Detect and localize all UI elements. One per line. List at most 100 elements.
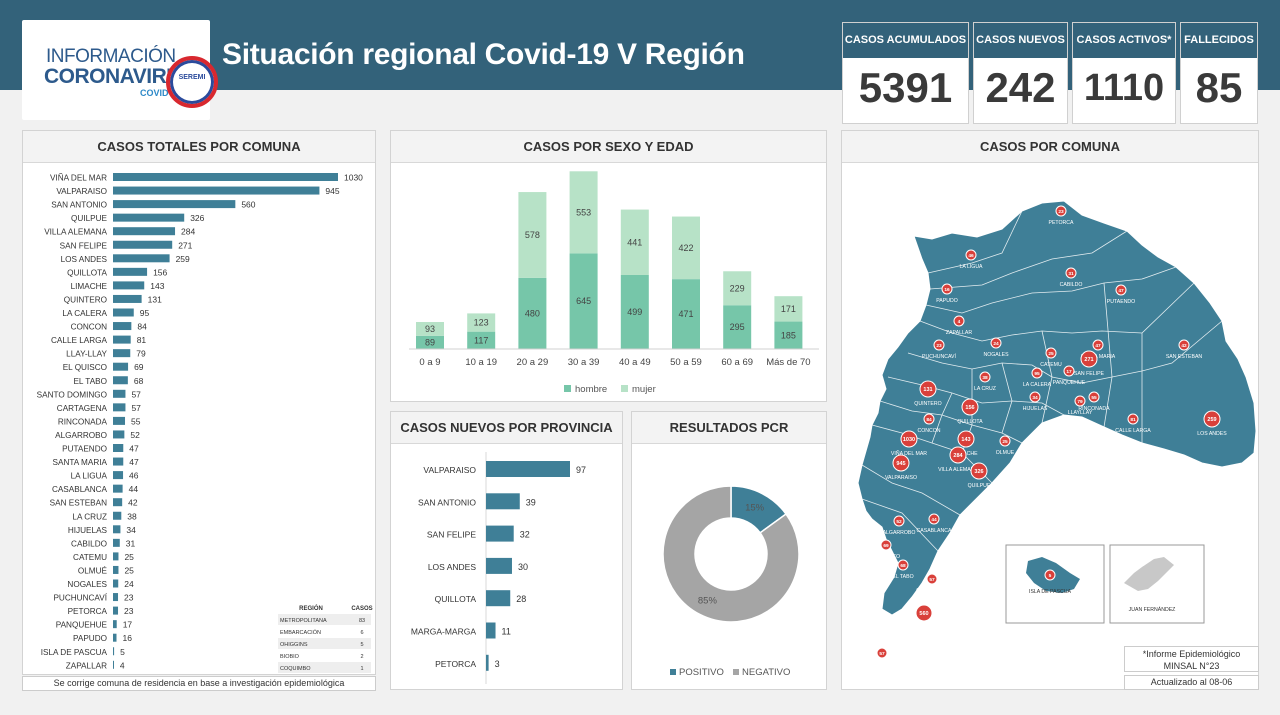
map-marker-value: 4 — [958, 319, 961, 325]
region-table-row-bg — [278, 638, 371, 649]
sexo-category-label: 30 a 39 — [568, 357, 600, 368]
map-comuna-label: CASABLANCA — [917, 528, 952, 534]
region-map: 23 PETORCA 46 LA LIGUA 31 CABILDO 16 PAPUDO 4 ZAP… — [857, 200, 1257, 668]
provincia-bar — [486, 525, 514, 542]
region-table-header: REGIÓN — [299, 604, 323, 612]
map-comuna-label: HIJUELAS — [1023, 406, 1048, 412]
comuna-category-label: SANTA MARIA — [53, 458, 108, 467]
map-comuna-label: ISLA DE PASCUA — [1029, 589, 1072, 595]
comuna-bar — [113, 240, 173, 249]
map-marker — [953, 315, 965, 327]
provincia-bar — [486, 557, 512, 574]
comuna-value-label: 84 — [137, 322, 147, 332]
map-comuna-label: VIÑA DEL MAR — [891, 450, 927, 457]
sexo-category-label: 60 a 69 — [721, 357, 753, 368]
provincia-bar-chart: VALPARAISO 97 SAN ANTONIO 39 SAN FELIPE 32 LOS… — [411, 452, 586, 684]
comuna-bar — [113, 593, 119, 602]
provincia-value-label: 3 — [495, 659, 500, 669]
map-marker — [1031, 367, 1043, 379]
map-marker — [957, 430, 975, 448]
map-marker — [900, 430, 918, 448]
juan-fernandez-inset — [1109, 544, 1205, 624]
map-comuna-label: LLAYLLAY — [1068, 410, 1093, 416]
comuna-value-label: 44 — [129, 484, 139, 494]
comuna-category-label: SAN ESTEBAN — [50, 499, 107, 508]
comuna-category-label: QUILPUE — [71, 214, 107, 223]
map-comuna-label: SANTO DOMINGO — [860, 662, 905, 668]
map-marker-value: 52 — [896, 519, 902, 525]
provincia-category-label: SAN ANTONIO — [418, 497, 476, 507]
map-marker — [1080, 350, 1098, 368]
sexo-category-label: 40 a 49 — [619, 357, 651, 368]
region-mainland-shape — [857, 200, 1257, 616]
comuna-category-label: LOS ANDES — [61, 255, 108, 264]
map-marker-value: 156 — [965, 405, 974, 411]
map-marker — [979, 371, 991, 383]
comuna-value-label: 25 — [124, 552, 134, 562]
sexo-bar-mujer — [620, 209, 649, 275]
comuna-category-label: CALLE LARGA — [51, 336, 108, 345]
comuna-bar — [113, 552, 119, 561]
comuna-bar — [113, 308, 134, 317]
comuna-bar — [113, 267, 148, 276]
map-marker-value: 38 — [982, 375, 988, 381]
provincia-category-label: VALPARAISO — [423, 465, 476, 475]
map-marker — [1203, 410, 1221, 428]
sexo-bar-hombre — [416, 335, 444, 349]
comuna-category-label: EL TABO — [73, 377, 107, 386]
map-marker-value: 945 — [896, 461, 905, 467]
comuna-value-label: 945 — [325, 186, 339, 196]
map-marker-value: 23 — [936, 343, 942, 349]
map-marker-value: 560 — [919, 611, 928, 617]
map-marker-value: 44 — [931, 517, 937, 523]
comuna-bar — [113, 538, 120, 547]
map-comuna-label: LOS ANDES — [1197, 431, 1227, 437]
comuna-value-label: 79 — [136, 349, 146, 359]
provincia-bar — [486, 622, 496, 639]
comuna-value-label: 69 — [134, 362, 144, 372]
sexo-panel: CASOS POR SEXO Y EDAD 89 93 0 a 9 117 123 10 … — [390, 130, 827, 402]
map-marker — [926, 573, 938, 585]
map-marker — [1063, 365, 1075, 377]
sexo-bar-mujer — [416, 322, 444, 336]
comuna-bar — [113, 471, 124, 480]
map-marker — [893, 515, 905, 527]
region-table-cell: 6 — [360, 630, 363, 636]
comuna-category-label: HIJUELAS — [68, 526, 108, 535]
comuna-bar — [113, 484, 123, 493]
map-marker-value: 31 — [1068, 271, 1074, 277]
kpi-value: 1110 — [1083, 67, 1165, 109]
comuna-value-label: 31 — [126, 538, 136, 548]
map-marker — [961, 398, 979, 416]
sexo-value-mujer: 93 — [425, 324, 435, 334]
comuna-value-label: 560 — [241, 200, 255, 210]
sexo-bar-mujer — [467, 313, 496, 332]
provincia-panel: CASOS NUEVOS POR PROVINCIA VALPARAISO 97 S… — [390, 411, 623, 690]
comuna-bar-chart: VIÑA DEL MAR 1030 VALPARAISO 945 SAN ANTONIO… — [37, 173, 373, 699]
comuna-category-label: CARTAGENA — [57, 404, 108, 413]
map-panel: CASOS POR COMUNA 23 PETORCA 46 LA LIGUA 31 CA… — [841, 130, 1259, 690]
comuna-value-label: 284 — [181, 227, 195, 237]
map-marker-value: 24 — [993, 341, 999, 347]
map-comuna-label: PUCHUNCAVÍ — [922, 353, 956, 360]
legend-label-hombre: hombre — [575, 384, 607, 395]
map-comuna-label: CATEMU — [1040, 362, 1062, 368]
map-marker-value: 25 — [1048, 351, 1054, 357]
map-marker-value: 57 — [929, 577, 935, 583]
comuna-category-label: EL QUISCO — [63, 363, 107, 372]
comuna-value-label: 1030 — [344, 173, 363, 183]
map-marker-value: 284 — [953, 453, 963, 459]
provincia-bar — [486, 461, 570, 477]
comuna-category-label: PUTAENDO — [62, 445, 107, 454]
provincia-value-label: 39 — [526, 497, 536, 507]
kpi-label: CASOS NUEVOS — [974, 23, 1067, 58]
comuna-value-label: 95 — [140, 308, 150, 318]
map-marker-value: 57 — [879, 651, 885, 657]
kpi-label: CASOS ACUMULADOS — [843, 23, 968, 58]
juan-fernandez-shape — [1124, 557, 1174, 591]
map-marker-value: 84 — [926, 417, 932, 423]
map-comuna-label: LA CALERA — [1023, 382, 1052, 388]
sexo-edad-chart: 89 93 0 a 9 117 123 10 a 19 480 578 20 a 29 645 55… — [409, 171, 819, 395]
provincia-bar — [486, 590, 511, 607]
provincia-value-label: 32 — [520, 530, 530, 540]
